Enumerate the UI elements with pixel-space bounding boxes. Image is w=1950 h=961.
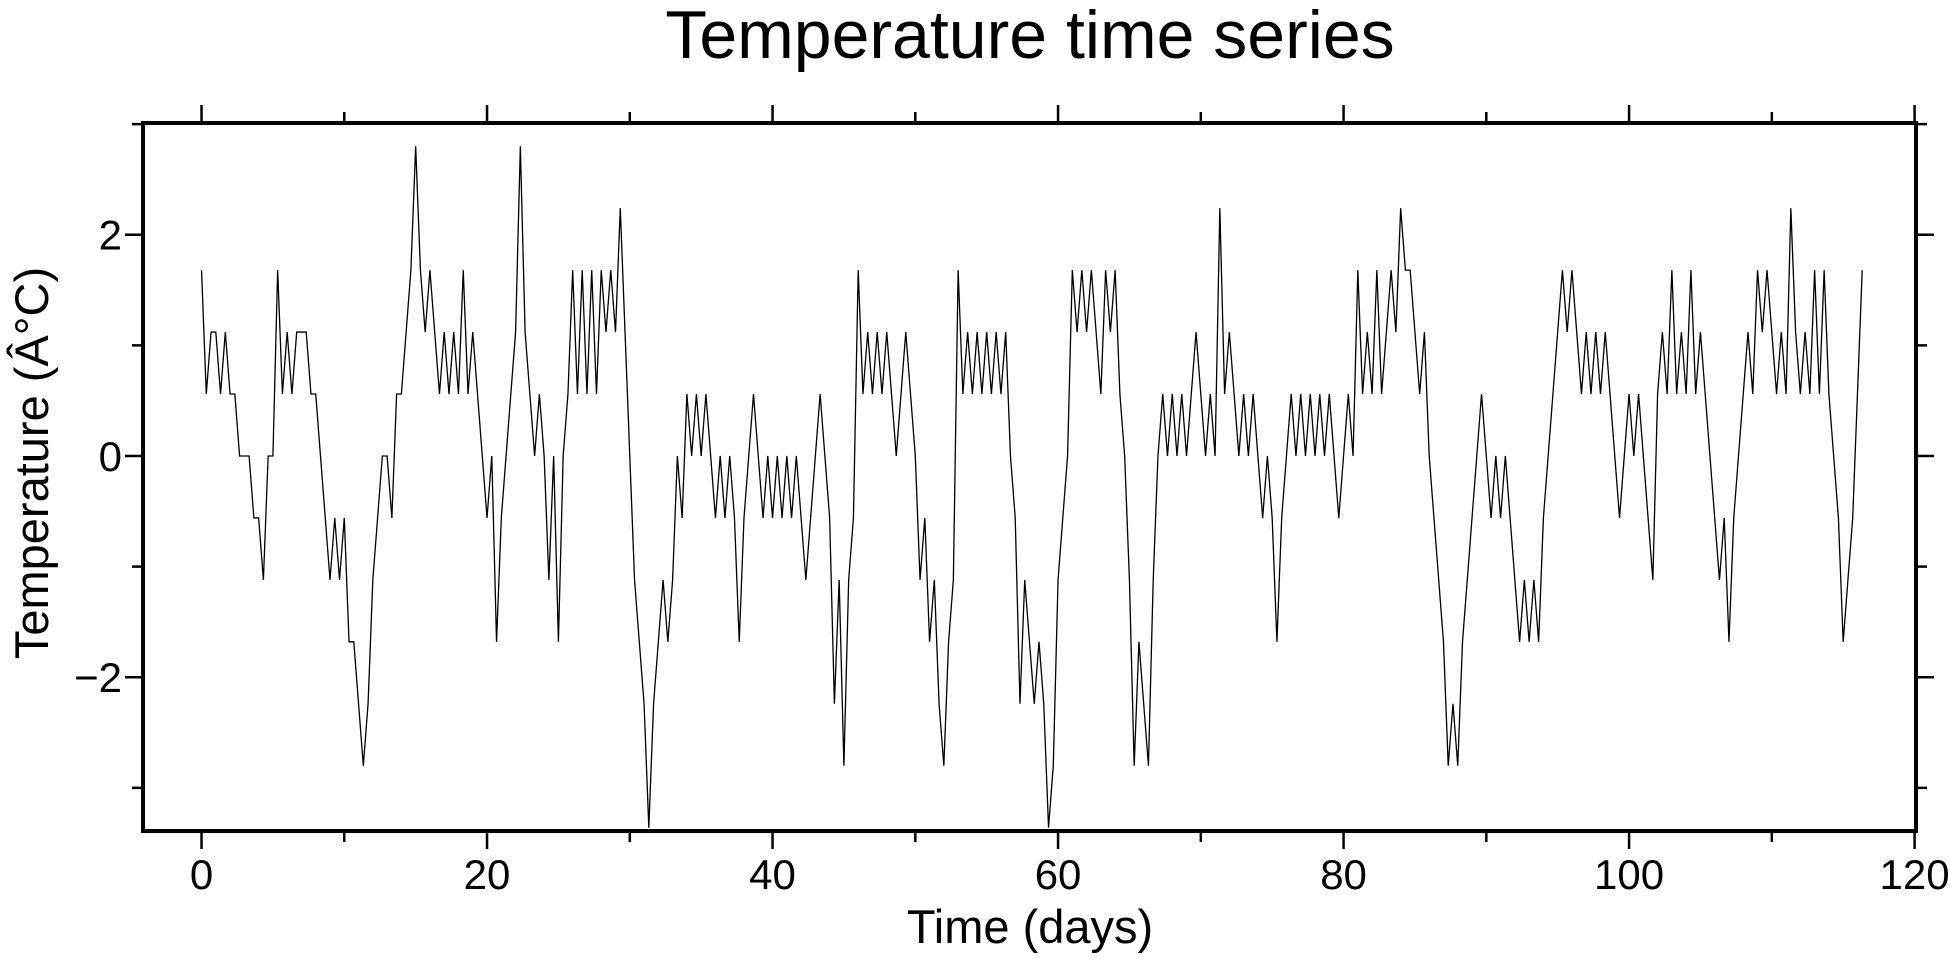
x-axis-label: Time (days)	[907, 900, 1153, 953]
x-tick-label: 60	[1035, 851, 1082, 898]
x-tick-label: 100	[1594, 851, 1664, 898]
x-tick-label: 0	[190, 851, 213, 898]
y-tick-label: 2	[99, 212, 122, 259]
y-axis-label: Temperature (Â°C)	[5, 267, 58, 659]
y-tick-label: 0	[99, 433, 122, 480]
x-tick-label: 120	[1880, 851, 1950, 898]
x-tick-label: 40	[749, 851, 796, 898]
temperature-series-line	[200, 146, 1863, 828]
x-tick-label: 80	[1320, 851, 1367, 898]
y-tick-label: −2	[74, 654, 122, 701]
plot-frame	[141, 121, 1918, 833]
axes: 0 20 40 60 80 100 120 −2 0 2	[74, 105, 1950, 898]
chart-title: Temperature time series	[665, 0, 1394, 73]
x-tick-label: 20	[464, 851, 511, 898]
